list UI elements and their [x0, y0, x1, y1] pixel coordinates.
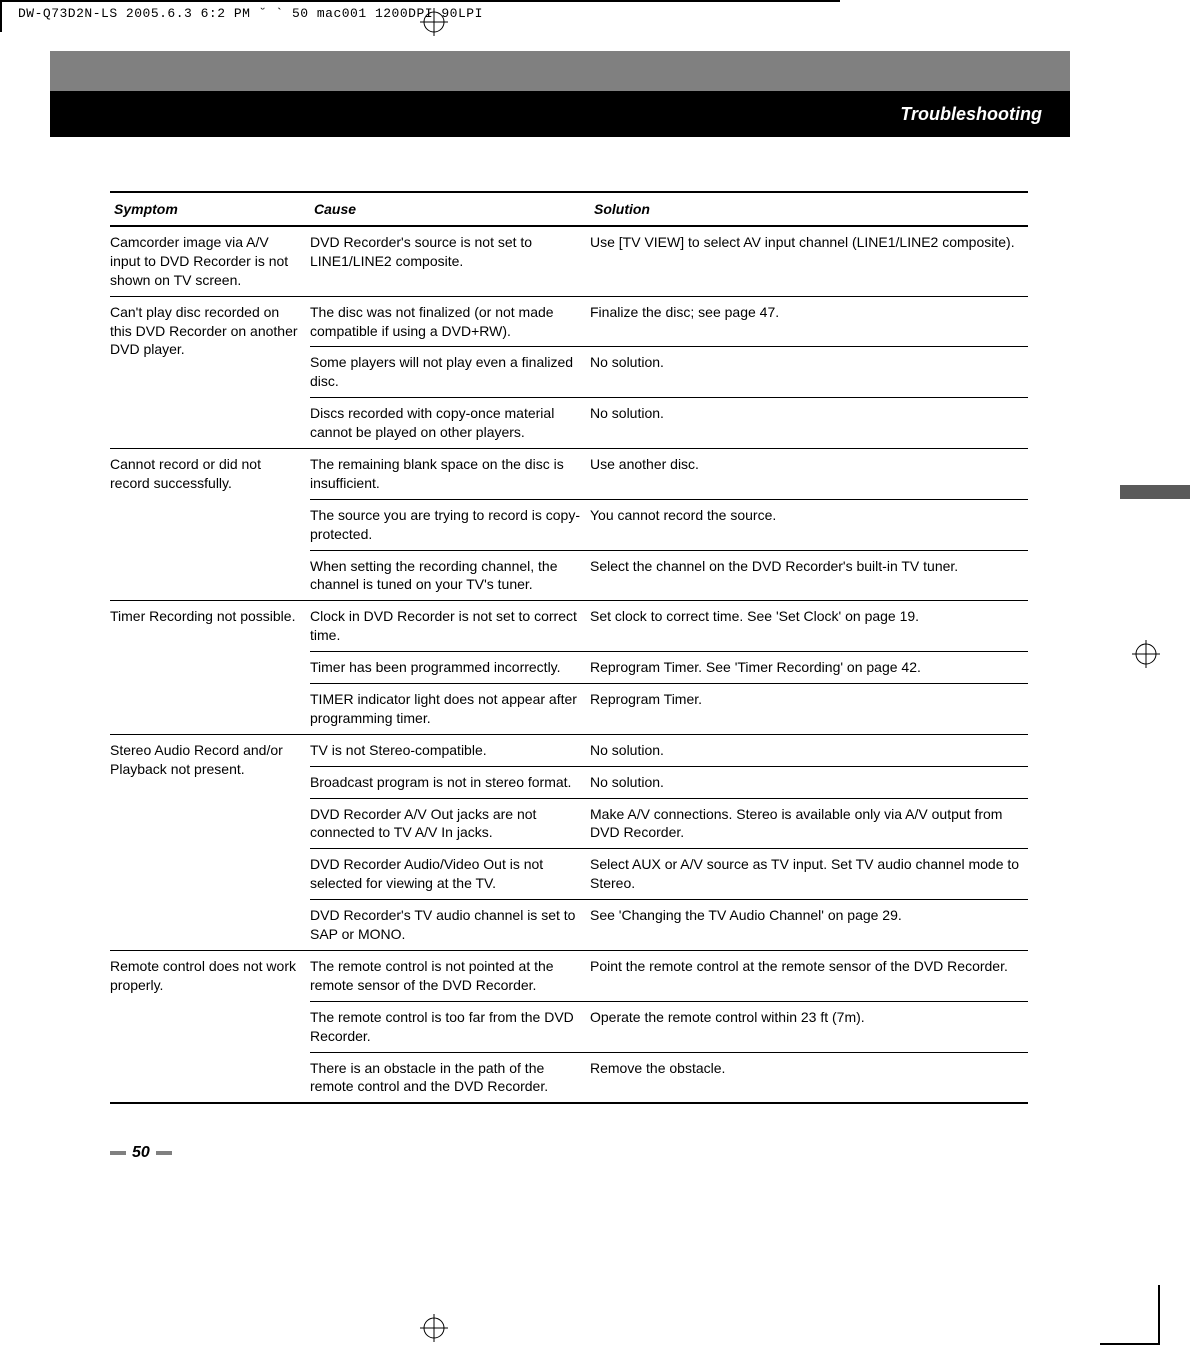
solution-cell: Select AUX or A/V source as TV input. Se…	[590, 849, 1028, 899]
table-body: Camcorder image via A/V input to DVD Rec…	[110, 227, 1028, 1104]
cause-cell: There is an obstacle in the path of the …	[310, 1053, 590, 1103]
symptom-cell: Stereo Audio Record and/or Playback not …	[110, 735, 310, 950]
cause-cell: The source you are trying to record is c…	[310, 500, 590, 550]
table-row: When setting the recording channel, the …	[310, 550, 1028, 601]
crop-mark-left	[0, 0, 2, 32]
table-group: Timer Recording not possible.Clock in DV…	[110, 601, 1028, 734]
content-area: Symptom Cause Solution Camcorder image v…	[110, 191, 1028, 1104]
solution-cell: Select the channel on the DVD Recorder's…	[590, 551, 1028, 601]
table-header: Symptom Cause Solution	[110, 191, 1028, 227]
crop-mark-bottom-right	[1100, 1285, 1160, 1345]
cause-solution-rows: The disc was not finalized (or not made …	[310, 297, 1028, 448]
table-row: The disc was not finalized (or not made …	[310, 297, 1028, 347]
solution-cell: No solution.	[590, 735, 1028, 766]
cause-cell: DVD Recorder A/V Out jacks are not conne…	[310, 799, 590, 849]
table-group: Camcorder image via A/V input to DVD Rec…	[110, 227, 1028, 297]
table-row: TV is not Stereo-compatible.No solution.	[310, 735, 1028, 766]
cause-cell: The remaining blank space on the disc is…	[310, 449, 590, 499]
cause-cell: Timer has been programmed incorrectly.	[310, 652, 590, 683]
col-header-cause: Cause	[310, 193, 590, 225]
table-row: There is an obstacle in the path of the …	[310, 1052, 1028, 1103]
troubleshooting-table: Symptom Cause Solution Camcorder image v…	[110, 191, 1028, 1104]
cause-cell: DVD Recorder's TV audio channel is set t…	[310, 900, 590, 950]
cause-solution-rows: The remaining blank space on the disc is…	[310, 449, 1028, 600]
table-row: Some players will not play even a finali…	[310, 346, 1028, 397]
cause-cell: Discs recorded with copy-once material c…	[310, 398, 590, 448]
print-bar	[1120, 485, 1190, 499]
table-row: DVD Recorder Audio/Video Out is not sele…	[310, 848, 1028, 899]
solution-cell: Finalize the disc; see page 47.	[590, 297, 1028, 347]
cause-solution-rows: DVD Recorder's source is not set to LINE…	[310, 227, 1028, 296]
table-row: The remote control is too far from the D…	[310, 1001, 1028, 1052]
table-row: Clock in DVD Recorder is not set to corr…	[310, 601, 1028, 651]
page-container: Troubleshooting Symptom Cause Solution C…	[50, 51, 1070, 1162]
cause-cell: When setting the recording channel, the …	[310, 551, 590, 601]
registration-mark-side	[1132, 640, 1160, 673]
cause-solution-rows: Clock in DVD Recorder is not set to corr…	[310, 601, 1028, 733]
cause-cell: DVD Recorder's source is not set to LINE…	[310, 227, 590, 277]
crop-mark-top	[0, 0, 840, 2]
registration-mark-bottom	[420, 1314, 448, 1347]
table-group: Can't play disc recorded on this DVD Rec…	[110, 297, 1028, 449]
table-group: Cannot record or did not record successf…	[110, 449, 1028, 601]
table-row: The remote control is not pointed at the…	[310, 951, 1028, 1001]
solution-cell: Point the remote control at the remote s…	[590, 951, 1028, 1001]
table-row: Discs recorded with copy-once material c…	[310, 397, 1028, 448]
page-dash-left	[110, 1151, 126, 1155]
cause-cell: The disc was not finalized (or not made …	[310, 297, 590, 347]
table-group: Remote control does not work properly.Th…	[110, 951, 1028, 1104]
solution-cell: Set clock to correct time. See 'Set Cloc…	[590, 601, 1028, 651]
solution-cell: No solution.	[590, 767, 1028, 798]
header-title-band: Troubleshooting	[50, 91, 1070, 137]
table-row: DVD Recorder A/V Out jacks are not conne…	[310, 798, 1028, 849]
cause-cell: The remote control is not pointed at the…	[310, 951, 590, 1001]
table-row: Timer has been programmed incorrectly.Re…	[310, 651, 1028, 683]
print-bars	[1120, 485, 1190, 569]
solution-cell: Reprogram Timer.	[590, 684, 1028, 734]
cause-cell: TV is not Stereo-compatible.	[310, 735, 590, 766]
table-row: Broadcast program is not in stereo forma…	[310, 766, 1028, 798]
table-row: DVD Recorder's source is not set to LINE…	[310, 227, 1028, 277]
header-gray-band	[50, 51, 1070, 91]
table-row: The source you are trying to record is c…	[310, 499, 1028, 550]
symptom-cell: Cannot record or did not record successf…	[110, 449, 310, 600]
solution-cell: See 'Changing the TV Audio Channel' on p…	[590, 900, 1028, 950]
solution-cell: Use [TV VIEW] to select AV input channel…	[590, 227, 1028, 277]
solution-cell: Make A/V connections. Stereo is availabl…	[590, 799, 1028, 849]
col-header-solution: Solution	[590, 193, 1028, 225]
solution-cell: No solution.	[590, 347, 1028, 397]
section-title: Troubleshooting	[900, 104, 1042, 125]
page-number: 50	[132, 1144, 150, 1162]
header-code: DW-Q73D2N-LS 2005.6.3 6:2 PM ˘ ` 50 mac0…	[0, 0, 1190, 23]
solution-cell: Use another disc.	[590, 449, 1028, 499]
page-number-block: 50	[110, 1144, 1070, 1162]
page-dash-right	[156, 1151, 172, 1155]
table-row: The remaining blank space on the disc is…	[310, 449, 1028, 499]
cause-cell: Clock in DVD Recorder is not set to corr…	[310, 601, 590, 651]
solution-cell: Remove the obstacle.	[590, 1053, 1028, 1103]
cause-cell: The remote control is too far from the D…	[310, 1002, 590, 1052]
col-header-symptom: Symptom	[110, 193, 310, 225]
cause-cell: Some players will not play even a finali…	[310, 347, 590, 397]
symptom-cell: Camcorder image via A/V input to DVD Rec…	[110, 227, 310, 296]
solution-cell: You cannot record the source.	[590, 500, 1028, 550]
cause-solution-rows: TV is not Stereo-compatible.No solution.…	[310, 735, 1028, 950]
solution-cell: No solution.	[590, 398, 1028, 448]
symptom-cell: Can't play disc recorded on this DVD Rec…	[110, 297, 310, 448]
table-group: Stereo Audio Record and/or Playback not …	[110, 735, 1028, 951]
cause-cell: TIMER indicator light does not appear af…	[310, 684, 590, 734]
symptom-cell: Timer Recording not possible.	[110, 601, 310, 733]
cause-cell: DVD Recorder Audio/Video Out is not sele…	[310, 849, 590, 899]
solution-cell: Operate the remote control within 23 ft …	[590, 1002, 1028, 1052]
registration-mark-top	[420, 8, 448, 41]
solution-cell: Reprogram Timer. See 'Timer Recording' o…	[590, 652, 1028, 683]
table-row: TIMER indicator light does not appear af…	[310, 683, 1028, 734]
symptom-cell: Remote control does not work properly.	[110, 951, 310, 1102]
cause-cell: Broadcast program is not in stereo forma…	[310, 767, 590, 798]
cause-solution-rows: The remote control is not pointed at the…	[310, 951, 1028, 1102]
table-row: DVD Recorder's TV audio channel is set t…	[310, 899, 1028, 950]
